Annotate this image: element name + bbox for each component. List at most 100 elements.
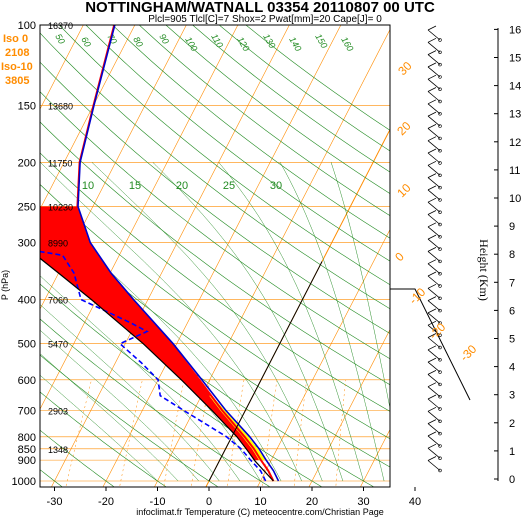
- wind-barb-base: [438, 161, 442, 165]
- wind-barb-feather: [427, 37, 437, 43]
- moist-adiabat-line: [330, 162, 390, 410]
- wind-barb-base: [438, 210, 442, 214]
- isotherm-label: -30: [457, 342, 479, 364]
- wind-barb: [427, 103, 441, 115]
- dry-adiabat-line: [40, 91, 390, 360]
- moist-adiabat-line: [40, 162, 302, 482]
- wind-barb-feather: [427, 87, 437, 92]
- pressure-tick-label: 100: [18, 20, 36, 32]
- wind-barb-feather: [427, 222, 437, 228]
- moist-adiabat-line: [40, 329, 199, 482]
- iso10-label: Iso-10: [1, 61, 33, 73]
- isotherm-line: [410, 25, 521, 491]
- moist-adiabat-line: [218, 162, 364, 482]
- isotherm-line: [308, 328, 390, 487]
- wind-barb-base: [438, 456, 442, 460]
- mixing-ratio-label: 160: [339, 35, 355, 53]
- wind-barb-base: [438, 284, 442, 288]
- moist-adiabat-line: [40, 304, 220, 482]
- height-tick-label: 2: [509, 418, 515, 430]
- moist-adiabat-line: [40, 275, 241, 482]
- dry-adiabat-line: [40, 121, 390, 386]
- wind-barb-base: [438, 198, 442, 202]
- wind-barb-base: [438, 370, 442, 374]
- wind-barb-base: [438, 468, 442, 473]
- wind-barb-feather: [427, 308, 437, 314]
- geopotential-label: 5470: [48, 340, 68, 350]
- wind-barb: [427, 128, 441, 139]
- pressure-tick-label: 150: [18, 100, 36, 112]
- wind-barb-base: [438, 50, 442, 54]
- dry-adiabat-line: [40, 391, 167, 487]
- wind-barb: [427, 41, 441, 53]
- height-tick-label: 3: [509, 390, 515, 402]
- mixing-ratio-line: [65, 379, 92, 487]
- pressure-tick-label: 1000: [12, 476, 36, 488]
- wind-barb-base: [438, 407, 442, 411]
- wind-barb-feather: [427, 382, 437, 388]
- adiabat-label: 30: [270, 180, 282, 192]
- wind-barb: [427, 140, 441, 152]
- wind-barb: [427, 312, 441, 324]
- wind-barb-feather: [427, 271, 437, 277]
- isotherm-line: [51, 25, 290, 487]
- height-tick-label: 16: [509, 24, 521, 36]
- adiabat-label: 10: [82, 180, 94, 192]
- wind-barb: [427, 398, 441, 410]
- height-tick-label: 11: [509, 165, 520, 177]
- wind-barb: [427, 349, 441, 361]
- isotherm-line: [40, 25, 239, 410]
- mixing-ratio-label: 150: [313, 32, 329, 50]
- pressure-tick-label: 600: [18, 375, 36, 387]
- temperature-axis: -30 -20 -10 0 10 20 30 40: [47, 487, 421, 508]
- wind-barb-base: [438, 296, 442, 300]
- wind-barb-feather: [427, 283, 437, 289]
- dry-adiabat-line: [192, 25, 390, 173]
- wind-barb-base: [438, 272, 442, 276]
- wind-barb-base: [438, 173, 442, 178]
- wind-barb-feather: [427, 406, 437, 412]
- wind-barbs: [390, 25, 471, 473]
- wind-barb: [427, 226, 441, 238]
- wind-barb-feather: [427, 419, 437, 424]
- dry-adiabat-line: [85, 25, 390, 262]
- wind-barb-feather: [427, 173, 437, 178]
- wind-barb-base: [438, 395, 442, 399]
- wind-barb-feather: [427, 111, 437, 117]
- wind-barb-feather: [427, 370, 437, 375]
- pressure-tick-label: 300: [18, 238, 36, 250]
- mixing-ratio-label: 80: [131, 35, 145, 49]
- wind-barb: [427, 423, 441, 434]
- temperature-tick-label: 0: [206, 496, 212, 508]
- wind-barb: [427, 115, 441, 127]
- mixing-ratio-line: [119, 379, 143, 487]
- isotherm-label: 30: [395, 59, 415, 79]
- wind-barb: [427, 91, 441, 102]
- wind-barb: [427, 337, 441, 348]
- temperature-tick-label: 30: [357, 496, 369, 508]
- geopotential-label: 16370: [48, 21, 73, 31]
- wind-barb-base: [438, 444, 442, 448]
- temperature-tick-label: -10: [150, 496, 166, 508]
- plot-frame: [39, 24, 391, 488]
- parcel-line: [40, 257, 274, 482]
- pressure-tick-label: 700: [18, 405, 36, 417]
- footer-credit: infoclimat.fr Temperature (C) meteocentr…: [136, 507, 383, 517]
- wind-barb: [427, 460, 441, 471]
- geopotential-label: 10230: [48, 202, 73, 212]
- iso0-value: 2108: [5, 47, 29, 59]
- isotherm-label: 10: [394, 181, 414, 201]
- dry-adiabat-line: [40, 429, 115, 487]
- wind-barb-feather: [427, 160, 437, 166]
- height-tick-label: 4: [509, 362, 515, 374]
- wind-barb: [427, 78, 441, 90]
- wind-barb-base: [438, 358, 442, 362]
- isotherm-label: 20: [394, 119, 414, 139]
- height-tick-label: 13: [509, 109, 521, 121]
- wind-barb: [427, 177, 441, 188]
- height-tick-label: 12: [509, 137, 521, 149]
- geopotential-labels: 16370 13680 11750 10230 8990 7060 5470 2903 1348: [48, 21, 73, 455]
- freezing-line: [208, 261, 323, 482]
